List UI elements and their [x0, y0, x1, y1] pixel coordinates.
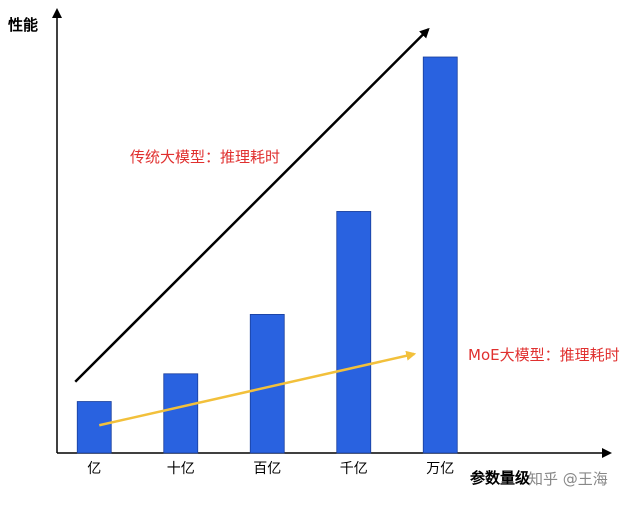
- bar-2: [163, 373, 199, 454]
- x-axis-label: 参数量级: [470, 469, 531, 487]
- bar-1: [76, 401, 112, 454]
- traditional-model-trend-arrow: [74, 27, 430, 383]
- x-tick-label: 十亿: [167, 461, 195, 477]
- watermark: 知乎 @王海: [528, 470, 608, 488]
- bar-5: [422, 56, 458, 454]
- x-tick-label: 万亿: [426, 461, 454, 477]
- x-tick-label: 百亿: [253, 461, 281, 477]
- moe-model-trend-arrow: [98, 350, 417, 427]
- x-tick-label: 千亿: [340, 461, 368, 477]
- bar-4: [336, 211, 372, 454]
- y-axis-label: 性能: [8, 16, 38, 34]
- x-tick-label: 亿: [87, 461, 101, 477]
- traditional-model-annotation: 传统大模型：推理耗时: [130, 148, 280, 166]
- moe-model-annotation: MoE大模型：推理耗时: [468, 346, 620, 364]
